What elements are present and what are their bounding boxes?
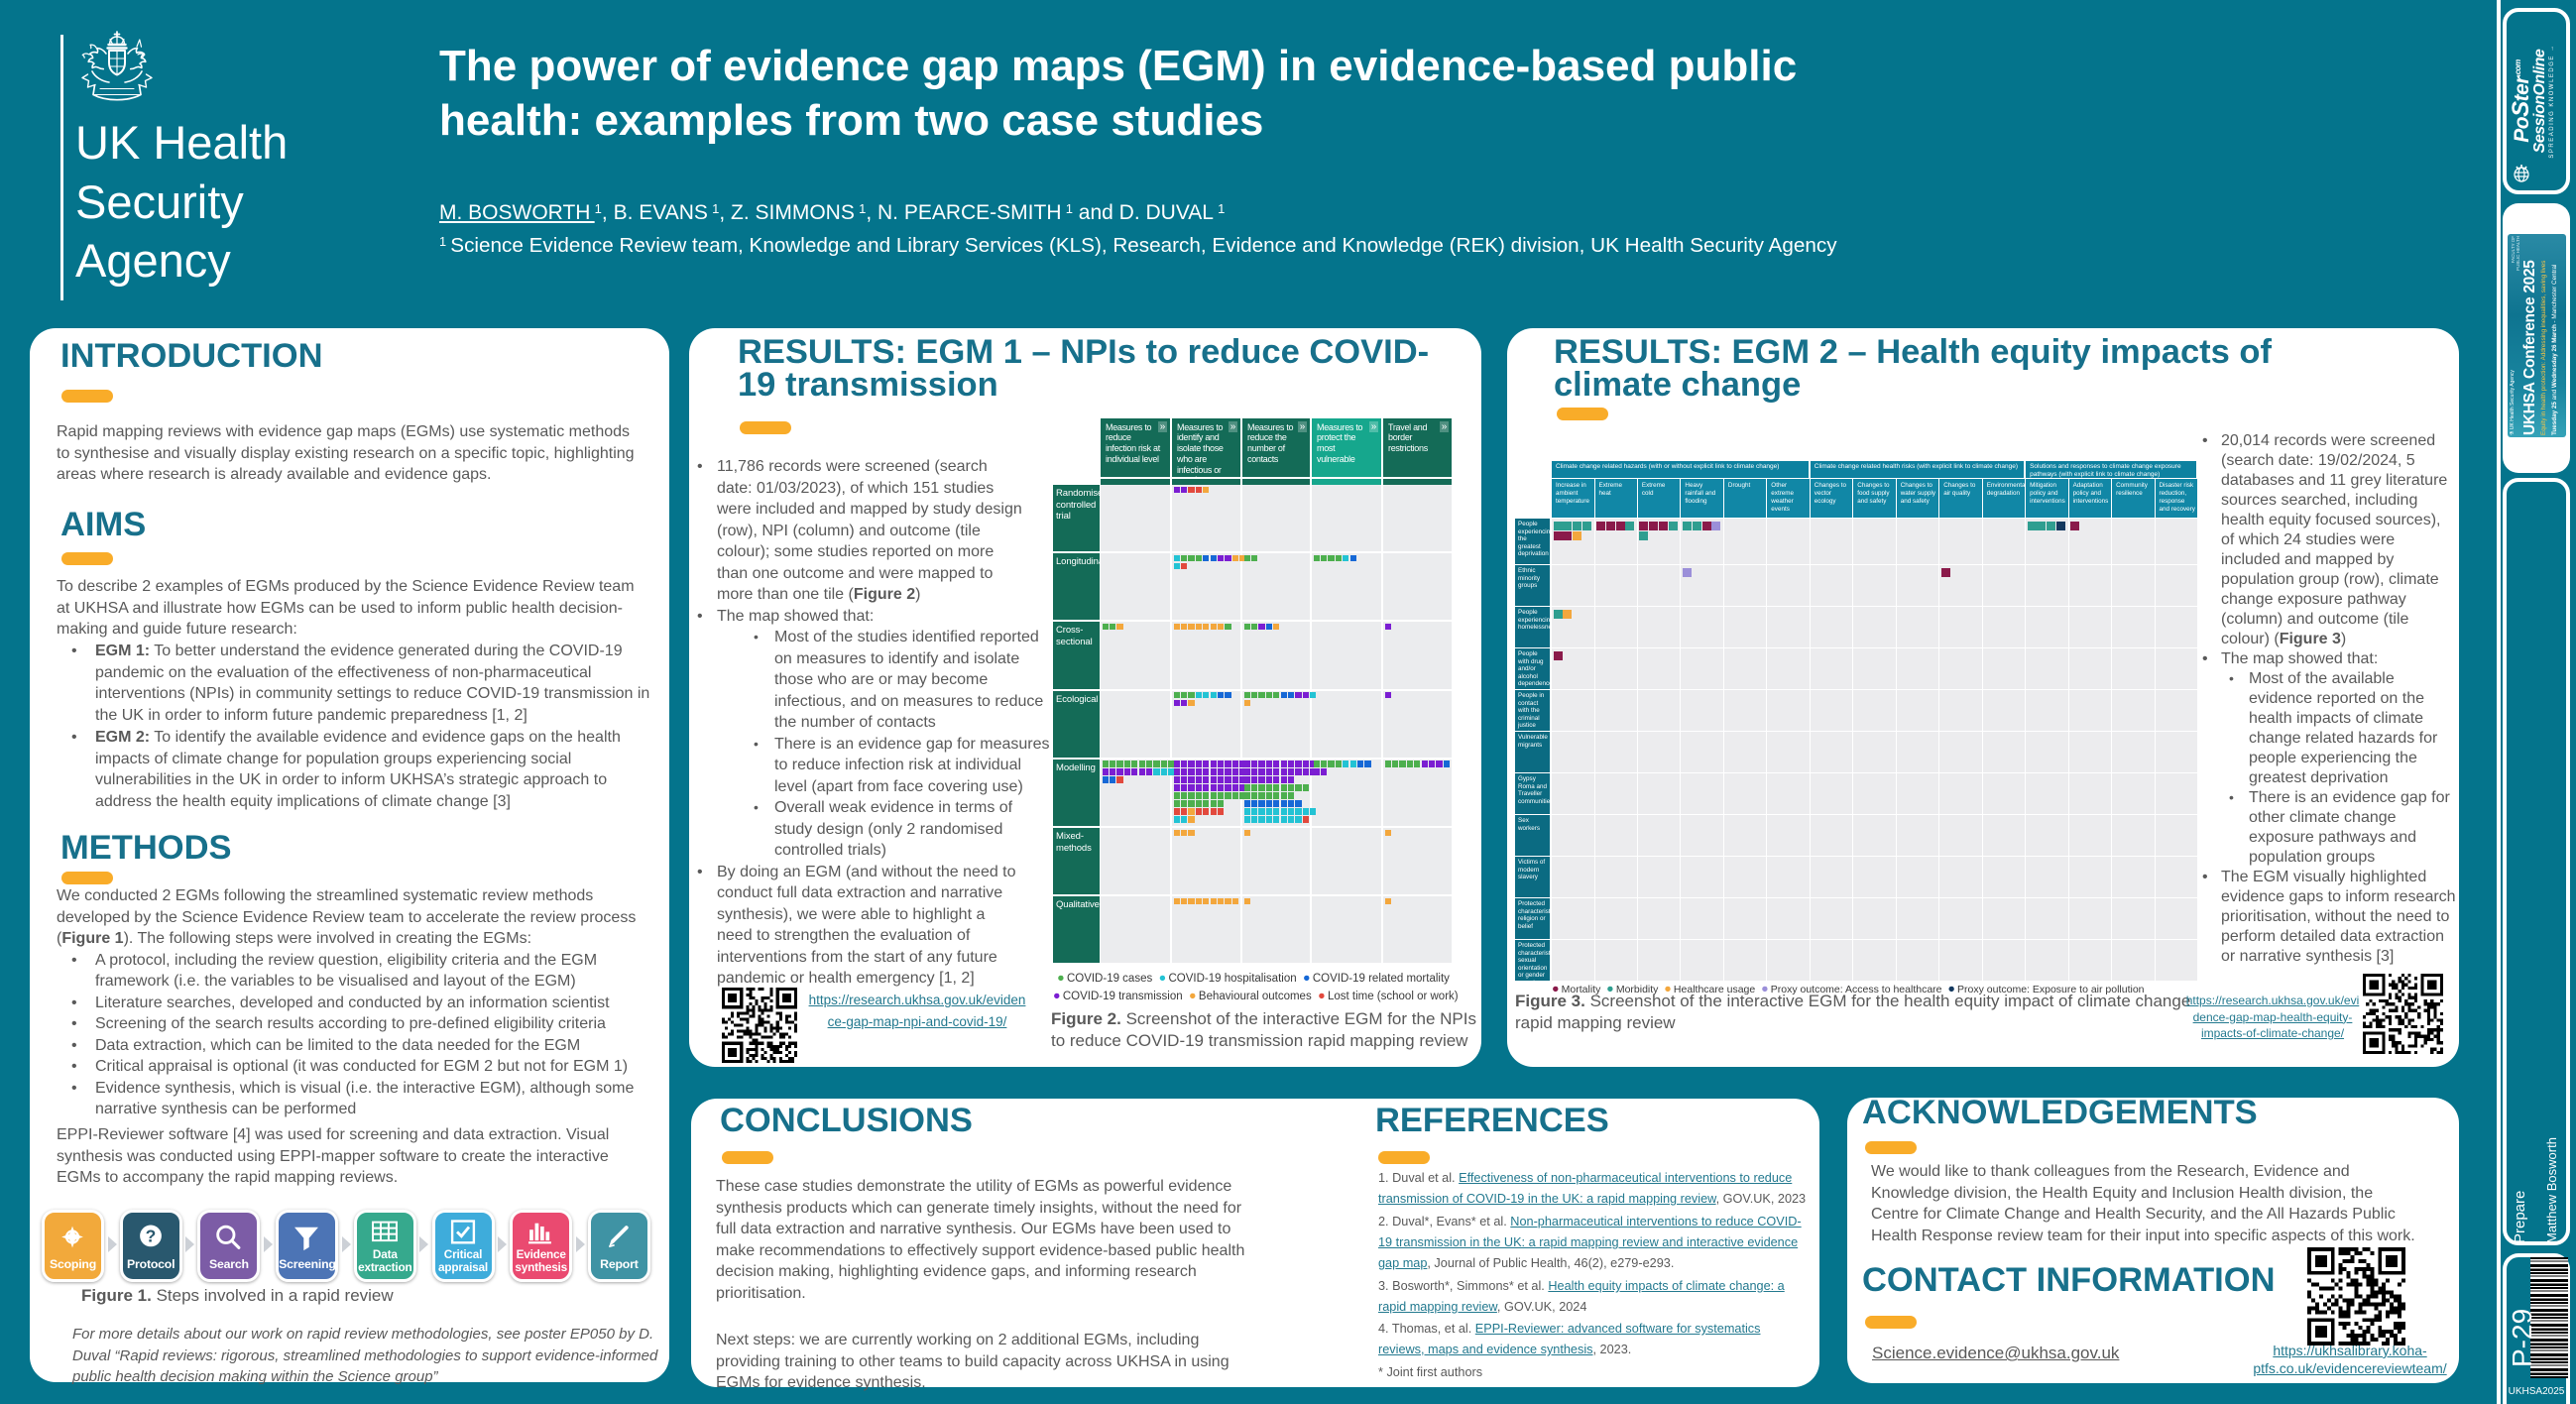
svg-text:?: ?: [145, 1226, 156, 1245]
